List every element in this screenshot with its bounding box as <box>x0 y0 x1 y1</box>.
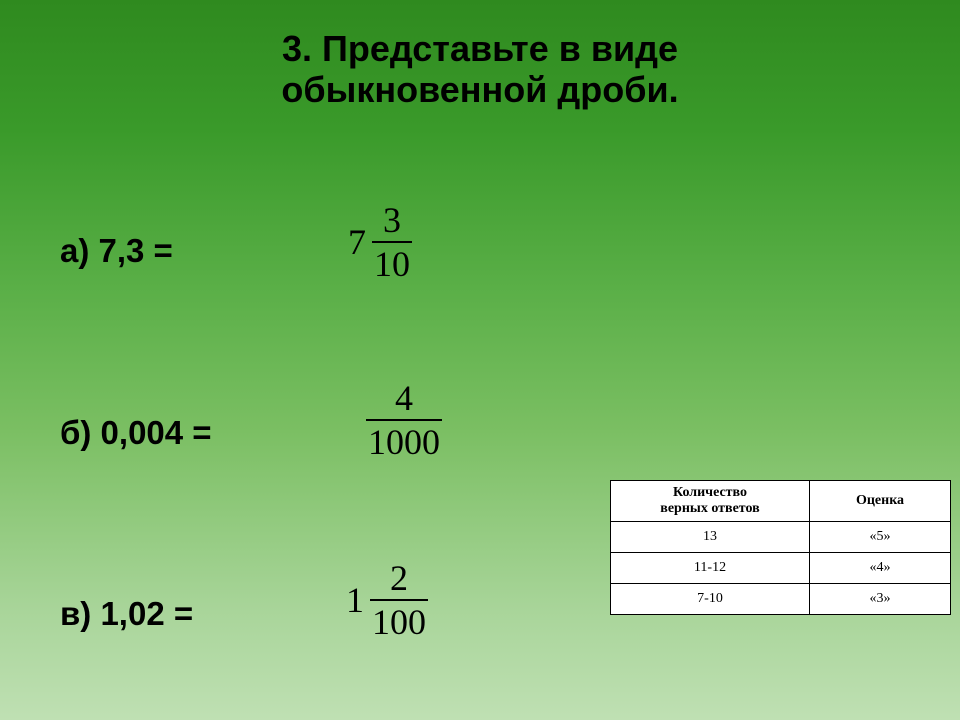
problem-b-denom: 1000 <box>366 419 442 460</box>
problem-a-fraction: 3 10 <box>372 202 412 282</box>
table-row: 11-12 «4» <box>611 553 951 584</box>
grade-cell-count: 11-12 <box>611 553 810 584</box>
problem-a-numer: 3 <box>381 202 403 241</box>
problem-b-answer: 4 1000 <box>366 380 442 460</box>
grade-table-header-grade-l1: Оценка <box>856 493 904 508</box>
title-line2: обыкновенной дроби. <box>281 69 678 110</box>
grade-cell-grade: «4» <box>810 553 951 584</box>
grade-cell-grade: «3» <box>810 584 951 615</box>
grade-cell-grade: «5» <box>810 522 951 553</box>
grade-cell-count: 7-10 <box>611 584 810 615</box>
grade-table-header-grade: Оценка <box>810 481 951 522</box>
problem-v-numer: 2 <box>388 560 410 599</box>
problem-v-fraction: 2 100 <box>370 560 428 640</box>
problem-a-denom: 10 <box>372 241 412 282</box>
problem-b-fraction: 4 1000 <box>366 380 442 460</box>
grade-table-header-count-l2: верных ответов <box>660 501 759 516</box>
problem-v-label: в) 1,02 = <box>60 595 193 633</box>
problem-b-label: б) 0,004 = <box>60 414 212 452</box>
problem-v-answer: 1 2 100 <box>346 560 428 640</box>
problem-a-whole: 7 <box>348 221 366 263</box>
grade-cell-count: 13 <box>611 522 810 553</box>
problem-v-denom: 100 <box>370 599 428 640</box>
table-row: 13 «5» <box>611 522 951 553</box>
grade-table-header-row: Количество верных ответов Оценка <box>611 481 951 522</box>
problem-a-answer: 7 3 10 <box>348 202 412 282</box>
grade-table: Количество верных ответов Оценка 13 «5» … <box>610 480 951 615</box>
problem-v-whole: 1 <box>346 579 364 621</box>
problem-a-label: а) 7,3 = <box>60 232 173 270</box>
table-row: 7-10 «3» <box>611 584 951 615</box>
slide-title: 3. Представьте в виде обыкновенной дроби… <box>0 28 960 111</box>
grade-table-header-count-l1: Количество <box>673 485 747 500</box>
title-line1: 3. Представьте в виде <box>282 28 678 69</box>
grade-table-header-count: Количество верных ответов <box>611 481 810 522</box>
problem-b-numer: 4 <box>393 380 415 419</box>
